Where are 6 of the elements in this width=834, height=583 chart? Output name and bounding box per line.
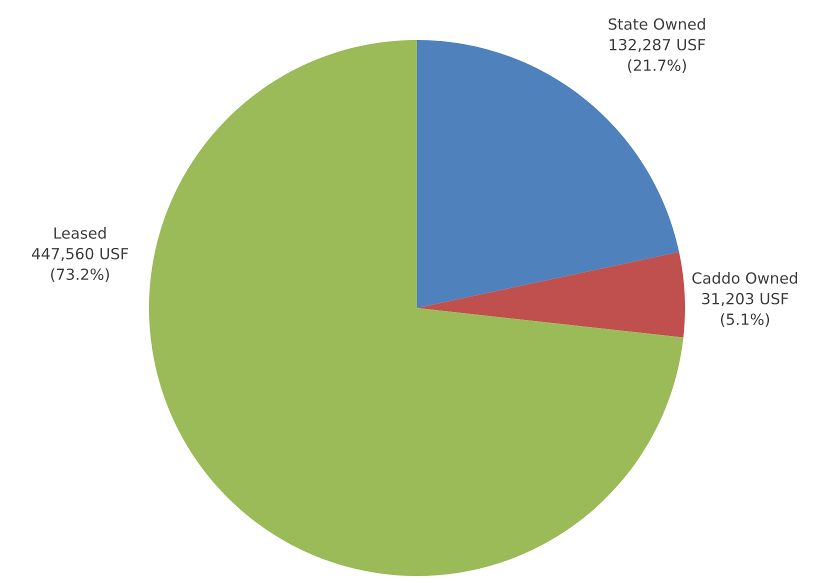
- slice-label: Caddo Owned: [692, 272, 798, 284]
- slice-label: Leased: [54, 227, 106, 239]
- slice-label: State Owned: [608, 18, 705, 30]
- data-label: 31,203 USF (5.1%): [702, 292, 788, 327]
- data-label: 447,560 USF (73.2%): [32, 248, 128, 282]
- data-label: 132,287 USF (21.7%): [610, 38, 705, 73]
